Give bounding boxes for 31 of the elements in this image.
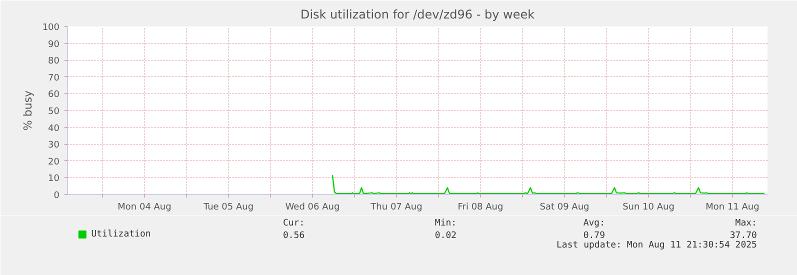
text: 0.02 <box>434 231 457 241</box>
text: Last update: Mon Aug 11 21:30:54 2025 <box>556 240 757 250</box>
y-tick-label: 0 <box>54 191 60 201</box>
text: 37.70 <box>730 231 757 241</box>
text: Max: <box>735 218 757 228</box>
x-tick-label: Sat 09 Aug <box>540 202 590 212</box>
chart-title: Disk utilization for /dev/zd96 - by week <box>300 8 535 22</box>
y-tick-label: 80 <box>48 56 60 67</box>
x-tick-label: Mon 04 Aug <box>118 202 172 212</box>
y-axis-title: % busy <box>21 90 34 131</box>
y-tick-label: 100 <box>42 23 60 33</box>
y-tick-label: 70 <box>48 73 60 84</box>
text: 0.79 <box>583 231 606 241</box>
y-tick-label: 50 <box>48 107 60 117</box>
y-tick-label: 90 <box>48 40 60 50</box>
y-tick-label: 40 <box>48 124 60 134</box>
y-tick-label: 60 <box>48 90 60 100</box>
y-tick-label: 30 <box>48 140 60 151</box>
x-tick-label: Wed 06 Aug <box>285 202 340 212</box>
text: Avg: <box>583 218 606 228</box>
legend-label: Utilization <box>91 230 151 240</box>
x-tick-label: Tue 05 Aug <box>202 202 254 212</box>
y-tick-label: 10 <box>48 174 60 184</box>
y-tick-label: 20 <box>48 157 60 168</box>
x-tick-label: Fri 08 Aug <box>458 202 504 212</box>
x-tick-label: Mon 11 Aug <box>706 202 760 212</box>
x-tick-label: Thu 07 Aug <box>370 202 422 212</box>
text: Min: <box>434 218 457 228</box>
x-tick-label: Sun 10 Aug <box>622 202 674 212</box>
text: Cur: <box>282 218 305 228</box>
text: 0.56 <box>282 231 305 241</box>
